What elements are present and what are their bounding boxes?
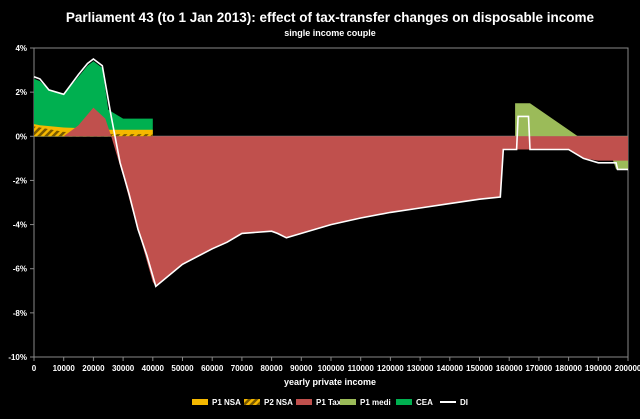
legend-label-di: DI	[460, 398, 468, 407]
x-tick-label: 170000	[526, 364, 553, 373]
x-tick-label: 130000	[407, 364, 434, 373]
x-tick-label: 100000	[318, 364, 345, 373]
x-tick-label: 0	[32, 364, 37, 373]
series-area-p1-tax	[34, 107, 628, 287]
legend-swatch-p1-tax	[296, 399, 312, 405]
legend-label-p1-medi: P1 medi	[360, 398, 391, 407]
x-tick-label: 180000	[555, 364, 582, 373]
series-area-p1-medi	[515, 103, 628, 170]
plot-area: 4% 2% 0% -2% -4% -6% -8% -10% 0 10000 20000 30000 40…	[8, 44, 640, 373]
series-line-di	[33, 57, 628, 288]
x-tick-label: 70000	[231, 364, 254, 373]
x-tick-label: 140000	[436, 364, 463, 373]
x-tick-label: 80000	[260, 364, 283, 373]
legend: P1 NSA P2 NSA P1 Tax P1 medi CEA DI	[192, 398, 468, 407]
y-tick-label: 2%	[15, 88, 27, 97]
legend-swatch-cea	[396, 399, 412, 405]
x-tick-label: 10000	[53, 364, 76, 373]
x-tick-label: 90000	[290, 364, 313, 373]
series-area-p2-nsa	[34, 126, 153, 137]
x-tick-label: 120000	[377, 364, 404, 373]
y-tick-label: -2%	[13, 176, 27, 185]
legend-label-p1-nsa: P1 NSA	[212, 398, 241, 407]
series-area-cea	[34, 61, 153, 137]
x-tick-label: 200000	[615, 364, 640, 373]
chart-subtitle: single income couple	[284, 28, 376, 38]
x-tick-label: 160000	[496, 364, 523, 373]
x-tick-label: 20000	[82, 364, 105, 373]
legend-swatch-p2-nsa	[244, 399, 260, 405]
x-tick-label: 190000	[585, 364, 612, 373]
y-tick-label: -6%	[13, 265, 27, 274]
y-tick-label: -8%	[13, 309, 27, 318]
legend-swatch-p1-nsa	[192, 399, 208, 405]
y-tick-label: 0%	[15, 132, 27, 141]
x-tick-label: 40000	[142, 364, 165, 373]
chart-title: Parliament 43 (to 1 Jan 2013): effect of…	[66, 10, 595, 25]
legend-label-p2-nsa: P2 NSA	[264, 398, 293, 407]
x-tick-label: 30000	[112, 364, 135, 373]
x-tick-label: 50000	[171, 364, 194, 373]
x-axis-label: yearly private income	[284, 377, 376, 387]
x-tick-label: 110000	[348, 364, 375, 373]
y-tick-label: 4%	[15, 44, 27, 53]
x-tick-label: 150000	[466, 364, 493, 373]
x-tick-label: 60000	[201, 364, 224, 373]
legend-label-cea: CEA	[416, 398, 433, 407]
y-tick-label: -4%	[13, 221, 27, 230]
legend-swatch-p1-medi	[340, 399, 356, 405]
legend-label-p1-tax: P1 Tax	[316, 398, 342, 407]
y-tick-label: -10%	[8, 353, 27, 362]
